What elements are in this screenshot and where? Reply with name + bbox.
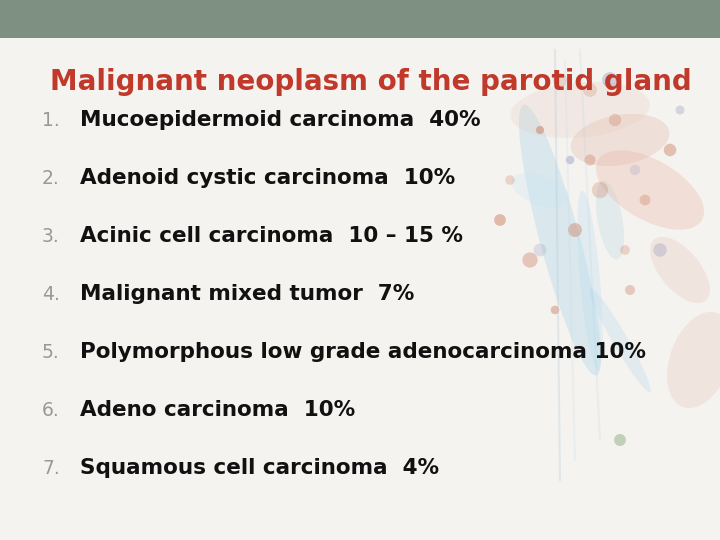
Text: 1.: 1. xyxy=(42,111,60,130)
Text: Acinic cell carcinoma  10 – 15 %: Acinic cell carcinoma 10 – 15 % xyxy=(80,226,463,246)
Text: 6.: 6. xyxy=(42,401,60,420)
Circle shape xyxy=(568,223,582,237)
Circle shape xyxy=(583,83,597,97)
Circle shape xyxy=(534,244,546,256)
Circle shape xyxy=(494,214,506,226)
Ellipse shape xyxy=(577,190,603,370)
Text: 4.: 4. xyxy=(42,285,60,303)
Ellipse shape xyxy=(570,114,670,166)
Circle shape xyxy=(614,434,626,446)
Circle shape xyxy=(602,72,618,88)
Circle shape xyxy=(522,252,538,268)
Circle shape xyxy=(592,182,608,198)
Ellipse shape xyxy=(511,173,569,207)
Circle shape xyxy=(625,285,635,295)
Circle shape xyxy=(609,114,621,126)
Circle shape xyxy=(585,154,595,166)
Text: 5.: 5. xyxy=(42,342,60,361)
Text: Malignant neoplasm of the parotid gland: Malignant neoplasm of the parotid gland xyxy=(50,68,692,96)
Circle shape xyxy=(620,245,630,255)
Text: 3.: 3. xyxy=(42,226,60,246)
Text: Malignant mixed tumor  7%: Malignant mixed tumor 7% xyxy=(80,284,414,304)
Text: 2.: 2. xyxy=(42,168,60,187)
Circle shape xyxy=(553,73,567,87)
Text: Adeno carcinoma  10%: Adeno carcinoma 10% xyxy=(80,400,355,420)
Text: 7.: 7. xyxy=(42,458,60,477)
Circle shape xyxy=(664,144,676,156)
Ellipse shape xyxy=(596,180,624,259)
Circle shape xyxy=(536,126,544,134)
Ellipse shape xyxy=(596,150,704,230)
Circle shape xyxy=(566,156,575,164)
Circle shape xyxy=(630,165,640,175)
Ellipse shape xyxy=(510,82,649,138)
Ellipse shape xyxy=(650,237,710,303)
Circle shape xyxy=(505,175,515,185)
Circle shape xyxy=(675,105,685,114)
Ellipse shape xyxy=(589,288,651,392)
Circle shape xyxy=(639,194,650,205)
Ellipse shape xyxy=(667,312,720,408)
Bar xyxy=(0,0,720,38)
Ellipse shape xyxy=(519,105,601,375)
Text: Squamous cell carcinoma  4%: Squamous cell carcinoma 4% xyxy=(80,458,439,478)
Circle shape xyxy=(653,243,667,256)
Text: Adenoid cystic carcinoma  10%: Adenoid cystic carcinoma 10% xyxy=(80,168,455,188)
Text: Mucoepidermoid carcinoma  40%: Mucoepidermoid carcinoma 40% xyxy=(80,110,480,130)
Text: Polymorphous low grade adenocarcinoma 10%: Polymorphous low grade adenocarcinoma 10… xyxy=(80,342,646,362)
Circle shape xyxy=(551,306,559,314)
